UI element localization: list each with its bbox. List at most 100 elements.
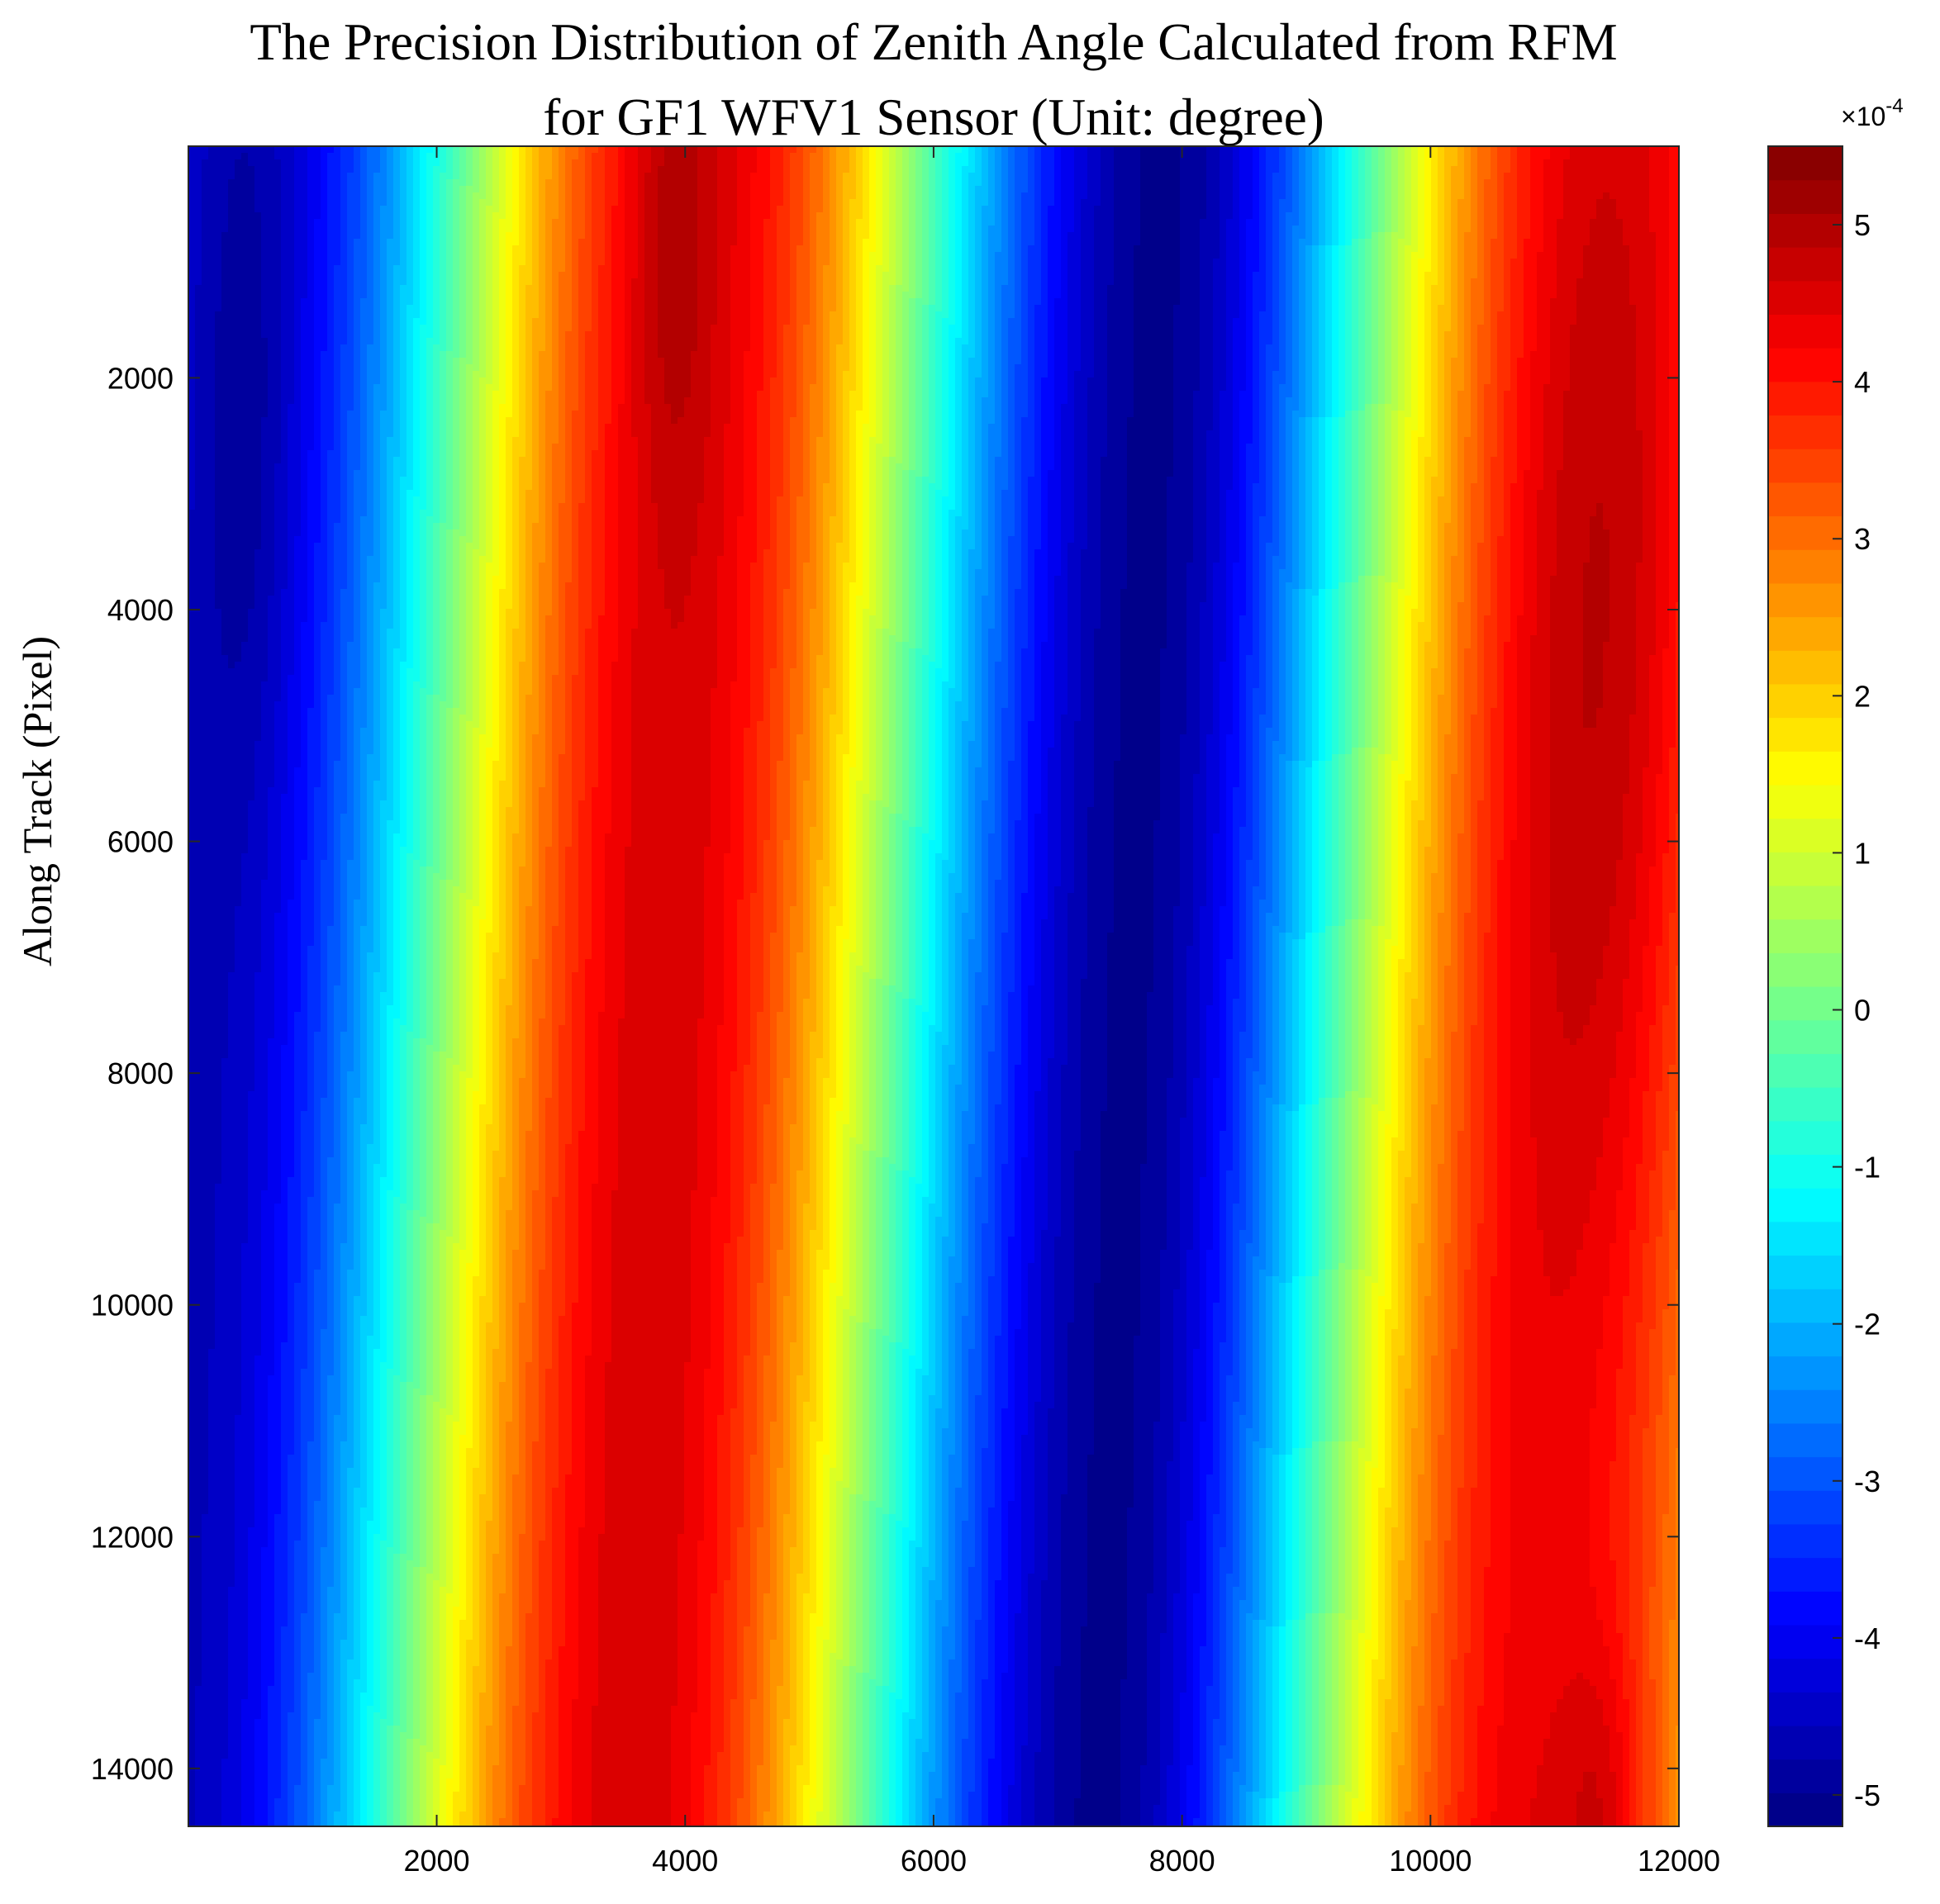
- heatmap-cell: [499, 305, 506, 312]
- heatmap-cell: [1656, 344, 1670, 352]
- heatmap-cell: [830, 192, 837, 200]
- heatmap-cell: [962, 325, 969, 332]
- heatmap-cell: [823, 192, 830, 200]
- heatmap-cell: [1352, 305, 1359, 312]
- heatmap-cell: [836, 186, 844, 193]
- heatmap-cell: [525, 331, 533, 339]
- heatmap-cell: [1299, 239, 1313, 246]
- heatmap-cell: [935, 219, 943, 226]
- heatmap-cell: [1378, 232, 1386, 240]
- heatmap-cell: [763, 265, 777, 273]
- heatmap-cell: [1319, 331, 1326, 339]
- heatmap-cell: [1372, 226, 1379, 233]
- heatmap-cell: [1305, 245, 1313, 253]
- heatmap-cell: [1325, 153, 1333, 160]
- heatmap-cell: [1279, 265, 1286, 273]
- heatmap-cell: [1094, 219, 1115, 226]
- heatmap-cell: [1206, 146, 1220, 154]
- heatmap-cell: [625, 344, 632, 352]
- heatmap-cell: [1385, 344, 1392, 352]
- heatmap-cell: [1081, 311, 1095, 319]
- heatmap-cell: [459, 358, 473, 365]
- heatmap-cell: [856, 278, 863, 286]
- heatmap-cell: [552, 272, 559, 279]
- heatmap-cell: [790, 192, 804, 200]
- heatmap-cell: [1457, 265, 1465, 273]
- heatmap-cell: [426, 226, 434, 233]
- heatmap-cell: [499, 285, 506, 292]
- heatmap-cell: [1015, 285, 1022, 292]
- heatmap-cell: [360, 226, 368, 233]
- heatmap-cell: [1081, 364, 1095, 372]
- heatmap-cell: [261, 232, 282, 240]
- heatmap-cell: [1345, 192, 1353, 200]
- heatmap-cell: [1484, 285, 1491, 292]
- heatmap-cell: [1325, 192, 1333, 200]
- heatmap-cell: [1471, 146, 1478, 154]
- heatmap-cell: [532, 364, 540, 372]
- heatmap-cell: [1001, 305, 1015, 312]
- heatmap-cell: [1378, 272, 1386, 279]
- heatmap-cell: [559, 325, 573, 332]
- heatmap-cell: [585, 364, 599, 372]
- heatmap-cell: [882, 305, 890, 312]
- heatmap-cell: [585, 371, 599, 378]
- heatmap-cell: [605, 186, 619, 193]
- heatmap-cell: [1504, 192, 1518, 200]
- heatmap-cell: [882, 318, 890, 325]
- heatmap-cell: [525, 318, 533, 325]
- heatmap-cell: [790, 239, 804, 246]
- heatmap-cell: [1259, 226, 1267, 233]
- heatmap-cell: [1378, 239, 1386, 246]
- heatmap-cell: [572, 206, 586, 213]
- heatmap-cell: [380, 265, 388, 273]
- heatmap-cell: [1259, 318, 1273, 325]
- heatmap-cell: [1497, 166, 1511, 173]
- heatmap-cell: [1378, 212, 1386, 220]
- heatmap-cell: [380, 226, 394, 233]
- heatmap-cell: [307, 159, 321, 167]
- heatmap-cell: [1418, 298, 1425, 306]
- heatmap-cell: [1405, 351, 1412, 358]
- heatmap-cell: [1411, 252, 1425, 259]
- heatmap-cell: [327, 311, 335, 319]
- heatmap-cell: [1266, 173, 1273, 180]
- heatmap-cell: [400, 245, 407, 253]
- heatmap-cell: [949, 358, 956, 365]
- heatmap-cell: [902, 226, 910, 233]
- heatmap-cell: [1292, 226, 1306, 233]
- heatmap-cell: [856, 338, 863, 345]
- heatmap-cell: [506, 259, 513, 266]
- heatmap-cell: [1358, 331, 1366, 339]
- heatmap-cell: [301, 338, 315, 345]
- heatmap-cell: [1312, 212, 1319, 220]
- heatmap-cell: [1385, 331, 1392, 339]
- heatmap-cell: [572, 285, 579, 292]
- heatmap-cell: [1061, 272, 1068, 279]
- heatmap-cell: [446, 206, 454, 213]
- heatmap-cell: [228, 199, 255, 207]
- heatmap-cell: [1266, 219, 1273, 226]
- heatmap-cell: [367, 212, 374, 220]
- heatmap-cell: [717, 272, 731, 279]
- heatmap-cell: [697, 325, 711, 332]
- heatmap-cell: [559, 371, 566, 378]
- heatmap-cell: [717, 259, 731, 266]
- heatmap-cell: [763, 331, 777, 339]
- heatmap-cell: [1286, 159, 1293, 167]
- heatmap-cell: [327, 166, 341, 173]
- heatmap-cell: [1299, 186, 1306, 193]
- heatmap-cell: [962, 278, 969, 286]
- heatmap-cell: [1365, 305, 1372, 312]
- heatmap-cell: [1048, 305, 1055, 312]
- heatmap-cell: [922, 146, 930, 154]
- heatmap-cell: [565, 344, 579, 352]
- heatmap-cell: [380, 212, 394, 220]
- heatmap-cell: [440, 311, 447, 319]
- heatmap-cell: [453, 226, 460, 233]
- heatmap-cell: [803, 239, 811, 246]
- heatmap-cell: [1636, 325, 1657, 332]
- heatmap-cell: [737, 212, 751, 220]
- heatmap-cell: [1352, 338, 1359, 345]
- heatmap-cell: [380, 219, 394, 226]
